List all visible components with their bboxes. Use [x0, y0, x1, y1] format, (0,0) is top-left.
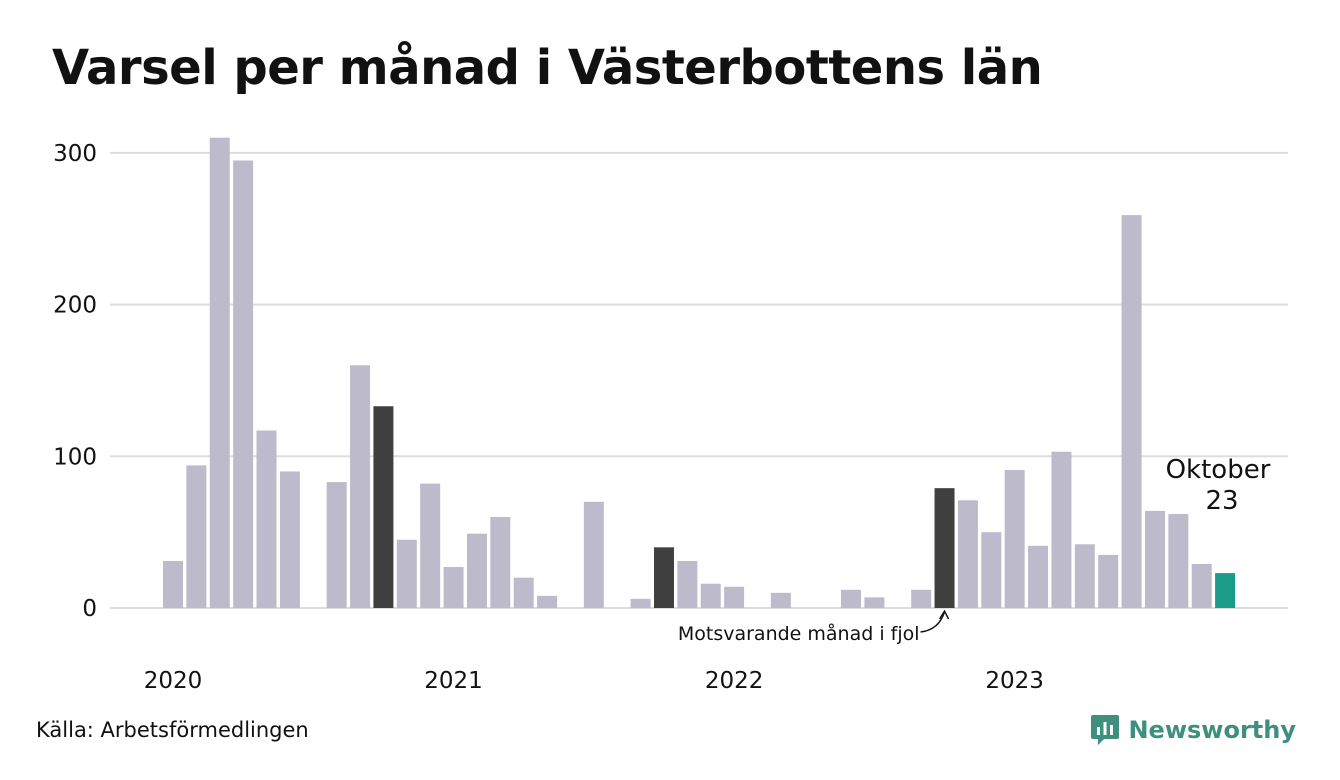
source-note: Källa: Arbetsförmedlingen: [36, 718, 309, 742]
highlight-label-month: Oktober: [1166, 455, 1271, 485]
y-tick-label: 300: [53, 141, 97, 167]
y-axis-ticks: 0 100 200 300: [53, 141, 97, 622]
bar: [466, 533, 487, 608]
bar: [1168, 513, 1189, 608]
x-tick-label: 2021: [424, 668, 483, 694]
bar: [350, 365, 371, 608]
bar: [513, 577, 534, 608]
bar: [233, 160, 254, 609]
bar: [373, 406, 394, 608]
x-tick-label: 2022: [705, 668, 764, 694]
bar: [396, 539, 417, 608]
bar: [653, 547, 674, 608]
bar: [630, 598, 651, 608]
bar: [1144, 510, 1165, 608]
x-axis-labels: 2020 2021 2022 2023: [144, 668, 1044, 694]
bar: [326, 482, 347, 608]
bar: [911, 589, 932, 608]
bar: [864, 597, 885, 608]
bar: [420, 483, 441, 608]
bar: [677, 560, 698, 608]
bar: [537, 595, 558, 608]
bar: [724, 586, 745, 608]
bar: [981, 532, 1002, 608]
bar: [934, 488, 955, 608]
bar: [1004, 469, 1025, 608]
y-tick-label: 0: [82, 596, 97, 622]
bar: [583, 501, 604, 608]
bar: [443, 567, 464, 608]
brand-logo[interactable]: Newsworthy: [1090, 713, 1296, 747]
bar: [1051, 451, 1072, 608]
annotation-arrowhead: [938, 609, 950, 620]
x-tick-label: 2020: [144, 668, 203, 694]
chart-title: Varsel per månad i Västerbottens län: [52, 40, 1043, 96]
annotation-text: Motsvarande månad i fjol: [678, 622, 920, 645]
bar: [770, 592, 791, 608]
bar: [163, 560, 183, 608]
bar: [490, 516, 511, 608]
bar: [1191, 564, 1212, 608]
brand-name: Newsworthy: [1128, 716, 1296, 744]
bar: [1074, 544, 1095, 608]
annotation-arrow: [920, 611, 946, 633]
bar: [186, 465, 207, 608]
y-tick-label: 100: [53, 444, 97, 470]
y-tick-label: 200: [53, 293, 97, 319]
bar: [1215, 573, 1236, 608]
bar: [957, 500, 978, 608]
bar: [279, 471, 300, 608]
bar: [1121, 215, 1142, 609]
highlight-label-value: 23: [1205, 486, 1238, 516]
bar: [841, 589, 862, 608]
bar: [256, 430, 277, 608]
bars: [163, 137, 1236, 609]
x-tick-label: 2023: [985, 668, 1044, 694]
bar: [1028, 545, 1049, 608]
bar: [700, 583, 721, 608]
newsworthy-logo-icon: [1091, 715, 1120, 745]
bar: [1098, 554, 1119, 608]
bar: [209, 137, 230, 609]
